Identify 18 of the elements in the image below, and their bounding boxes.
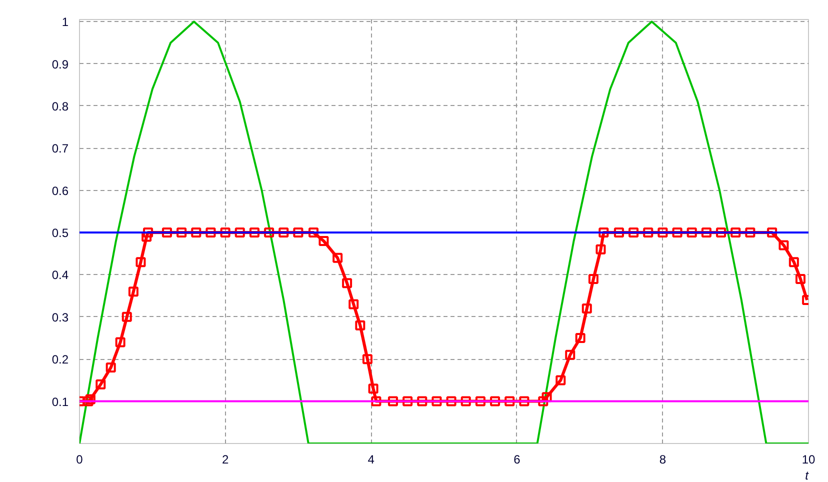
y-tick-label: 0.4	[52, 268, 69, 282]
y-tick-label: 0.5	[52, 226, 69, 240]
line-series	[80, 20, 808, 444]
y-tick-label: 1	[62, 15, 69, 30]
x-axis-title: t	[805, 468, 810, 482]
y-tick-label: 0.2	[52, 352, 69, 367]
x-tick-label: 0	[76, 452, 84, 466]
x-tick-label: 6	[514, 452, 521, 466]
x-tick-label: 8	[659, 452, 666, 466]
y-tick-label: 0.6	[52, 184, 69, 198]
y-tick-label: 0.9	[52, 57, 69, 72]
y-tick-label: 0.8	[52, 99, 69, 114]
x-tick-label: 4	[368, 452, 375, 466]
x-tick-label: 2	[222, 452, 229, 466]
y-tick-label: 0.1	[52, 394, 69, 409]
y-tick-label: 0.3	[52, 310, 69, 324]
x-tick-label: 10	[802, 452, 816, 466]
y-tick-label: 0.7	[52, 142, 69, 156]
